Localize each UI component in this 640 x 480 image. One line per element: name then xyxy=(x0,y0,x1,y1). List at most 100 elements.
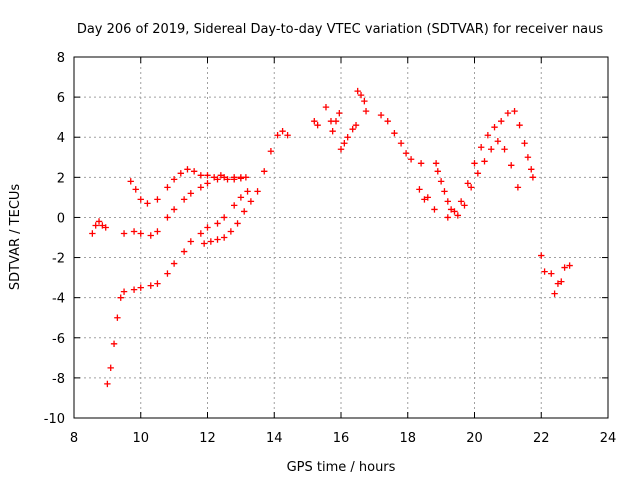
data-point-marker xyxy=(391,130,398,137)
data-point-marker xyxy=(514,184,522,191)
data-point-marker xyxy=(377,111,385,119)
data-point-marker xyxy=(204,172,211,179)
data-point-marker xyxy=(214,176,221,183)
data-point-marker xyxy=(421,196,428,203)
data-point-marker xyxy=(220,174,228,181)
data-point-marker xyxy=(190,168,198,175)
data-point-marker xyxy=(349,126,356,133)
data-point-marker xyxy=(154,228,161,235)
x-tick-label: 16 xyxy=(333,431,350,446)
data-point-marker xyxy=(437,178,445,185)
data-point-marker xyxy=(120,288,128,295)
grid-lines xyxy=(74,57,608,418)
data-point-marker xyxy=(117,294,124,301)
data-point-marker xyxy=(361,97,368,105)
data-point-marker xyxy=(110,340,118,347)
data-point-marker xyxy=(432,160,440,167)
data-point-marker xyxy=(516,121,523,129)
x-tick-label: 8 xyxy=(70,431,78,446)
x-axis-ticks: 8 10 12 14 16 18 20 22 24 xyxy=(70,57,616,446)
data-point-marker xyxy=(554,280,562,287)
data-point-marker xyxy=(120,230,128,237)
data-point-marker xyxy=(541,268,548,275)
data-point-marker xyxy=(441,188,448,195)
series-track-5 xyxy=(200,128,291,247)
data-point-marker xyxy=(127,178,134,185)
data-point-marker xyxy=(464,180,472,187)
data-point-marker xyxy=(454,212,462,219)
data-point-marker xyxy=(471,160,478,167)
data-point-marker xyxy=(504,109,512,117)
data-point-marker xyxy=(254,188,261,195)
data-point-marker xyxy=(521,140,528,147)
y-tick-label: 4 xyxy=(57,131,65,146)
y-tick-label: -8 xyxy=(52,372,65,387)
data-point-marker xyxy=(220,234,228,241)
data-point-marker xyxy=(107,364,114,372)
data-point-marker xyxy=(180,248,188,255)
series-track-2 xyxy=(104,188,251,388)
x-axis-label: GPS time / hours xyxy=(287,460,396,475)
data-point-marker xyxy=(431,206,438,213)
data-point-marker xyxy=(210,174,218,181)
data-point-marker xyxy=(344,134,351,141)
data-point-marker xyxy=(538,252,545,259)
data-point-marker xyxy=(99,222,106,229)
data-point-marker xyxy=(237,194,245,201)
data-point-marker xyxy=(104,380,111,388)
x-tick-label: 14 xyxy=(266,431,283,446)
data-point-marker xyxy=(231,202,238,209)
data-point-marker xyxy=(322,103,330,111)
data-point-marker xyxy=(247,198,255,205)
y-tick-label: -10 xyxy=(44,412,65,427)
series-track-4 xyxy=(127,166,250,207)
y-tick-label: -6 xyxy=(52,332,65,347)
data-point-marker xyxy=(548,270,555,277)
data-point-marker xyxy=(491,123,498,131)
x-tick-label: 12 xyxy=(199,431,216,446)
data-point-marker xyxy=(508,162,515,169)
y-tick-label: -4 xyxy=(52,292,65,307)
series-track-9 xyxy=(416,138,522,219)
y-tick-label: 2 xyxy=(57,171,65,186)
data-point-marker xyxy=(197,230,205,237)
data-point-marker xyxy=(341,140,348,147)
data-point-marker xyxy=(220,214,228,221)
series-track-10 xyxy=(444,107,537,221)
data-point-marker xyxy=(164,214,171,221)
data-point-marker xyxy=(501,146,508,153)
data-point-marker xyxy=(137,284,144,291)
data-point-marker xyxy=(407,156,415,163)
series-track-3 xyxy=(120,174,245,239)
x-tick-label: 24 xyxy=(600,431,617,446)
data-point-marker xyxy=(477,144,485,151)
data-point-marker xyxy=(95,218,103,225)
y-tick-label: 6 xyxy=(57,91,65,106)
x-tick-label: 22 xyxy=(533,431,550,446)
data-point-marker xyxy=(267,148,275,155)
data-point-marker xyxy=(170,176,178,183)
data-point-marker xyxy=(137,230,144,237)
data-point-marker xyxy=(417,160,425,167)
data-point-marker xyxy=(207,238,215,245)
data-point-marker xyxy=(234,220,241,227)
data-point-marker xyxy=(444,198,451,205)
data-point-marker xyxy=(170,260,178,267)
data-point-marker xyxy=(314,121,321,129)
data-point-marker xyxy=(274,132,281,139)
data-point-marker xyxy=(444,214,451,221)
data-point-marker xyxy=(354,87,361,95)
data-point-marker xyxy=(92,222,99,229)
data-point-marker xyxy=(164,270,171,277)
data-point-marker xyxy=(528,166,535,173)
data-point-marker xyxy=(147,282,154,289)
data-point-marker xyxy=(311,117,318,125)
series-track-8 xyxy=(377,111,415,163)
data-point-marker xyxy=(461,202,468,209)
data-point-marker xyxy=(147,232,154,239)
data-point-marker xyxy=(494,138,502,145)
data-point-marker xyxy=(132,186,139,193)
data-point-marker xyxy=(424,194,431,201)
data-point-marker xyxy=(447,206,455,213)
